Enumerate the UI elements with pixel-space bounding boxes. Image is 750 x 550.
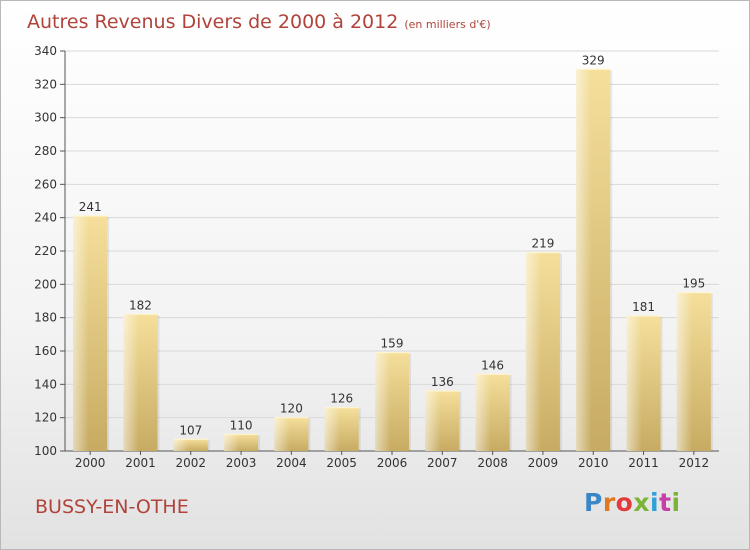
y-tick-label: 200	[34, 277, 57, 291]
x-tick-label: 2005	[326, 456, 357, 470]
x-tick-label: 2003	[226, 456, 257, 470]
bar-highlight	[324, 407, 340, 451]
y-tick-label: 260	[34, 177, 57, 191]
y-tick-label: 120	[34, 411, 57, 425]
y-tick-label: 240	[34, 211, 57, 225]
bar-highlight	[173, 439, 190, 451]
y-tick-label: 100	[34, 444, 57, 458]
y-tick-label: 300	[34, 111, 57, 125]
data-label: 241	[79, 200, 102, 214]
bar-highlight	[676, 292, 693, 451]
data-label: 126	[330, 392, 353, 406]
bar-highlight	[123, 314, 139, 451]
y-tick-label: 340	[34, 44, 57, 58]
data-label: 107	[179, 423, 202, 437]
proxiti-logo: Proxiti	[584, 488, 681, 517]
data-label: 110	[230, 418, 253, 432]
bar-highlight	[525, 252, 542, 451]
bar	[173, 439, 208, 451]
x-tick-label: 2002	[175, 456, 206, 470]
bar-highlight	[576, 69, 592, 451]
x-tick-label: 2010	[578, 456, 609, 470]
x-tick-label: 2011	[628, 456, 659, 470]
bar-highlight	[425, 391, 441, 451]
x-tick-label: 2007	[427, 456, 458, 470]
label-layer: 241 182 107 110 120 126 159 136 146 219 329 181 195	[79, 53, 706, 437]
x-tick-label: 2012	[679, 456, 710, 470]
x-tick-label: 2001	[125, 456, 156, 470]
x-tick-label: 2006	[377, 456, 408, 470]
y-tick-label: 160	[34, 344, 57, 358]
x-tick-label: 2009	[528, 456, 559, 470]
data-label: 219	[531, 237, 554, 251]
axis-layer: 100 120 140 160 180 200 220 240 260 280 300 320 340 2…	[34, 44, 719, 470]
bar-highlight	[375, 352, 391, 451]
bar-layer	[73, 68, 713, 451]
data-label: 120	[280, 402, 303, 416]
chart-title: Autres Revenus Divers de 2000 à 2012 (en …	[27, 11, 491, 33]
x-tick-label: 2008	[477, 456, 508, 470]
x-tick-label: 2004	[276, 456, 307, 470]
bar-highlight	[274, 417, 290, 451]
y-tick-label: 180	[34, 311, 57, 325]
bar-highlight	[73, 216, 89, 451]
y-tick-label: 220	[34, 244, 57, 258]
data-label: 146	[481, 358, 504, 372]
location-name: BUSSY-EN-OTHE	[35, 496, 189, 518]
bar-highlight	[626, 316, 642, 451]
x-tick-label: 2000	[75, 456, 106, 470]
data-label: 329	[582, 53, 605, 67]
data-label: 195	[682, 277, 705, 291]
data-label: 136	[431, 375, 454, 389]
chart-title-text: Autres Revenus Divers de 2000 à 2012	[27, 11, 399, 33]
chart-title-unit: (en milliers d'€)	[404, 18, 491, 31]
data-label: 159	[381, 337, 404, 351]
y-tick-label: 280	[34, 144, 57, 158]
bar-highlight	[224, 434, 240, 451]
y-tick-label: 140	[34, 377, 57, 391]
data-label: 181	[632, 300, 655, 314]
y-tick-label: 320	[34, 77, 57, 91]
data-label: 182	[129, 298, 152, 312]
bar-highlight	[475, 374, 491, 451]
